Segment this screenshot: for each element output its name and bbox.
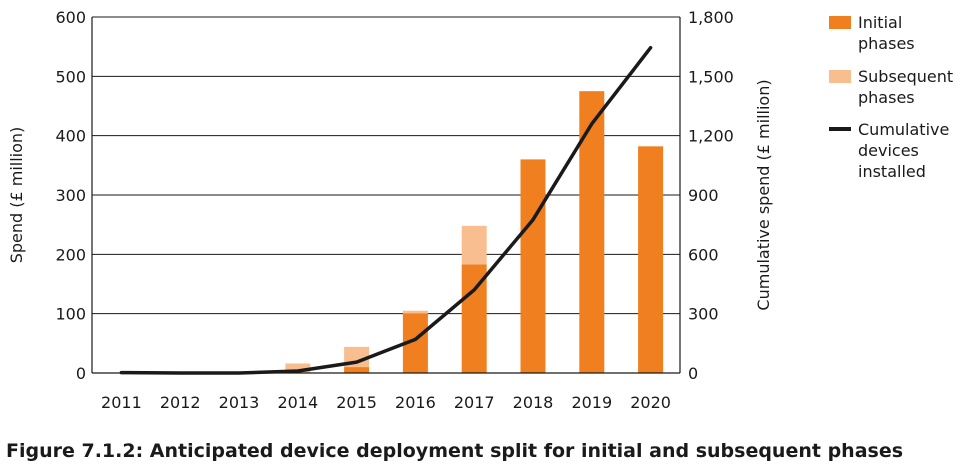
y-tick-label: 200 — [55, 245, 86, 264]
x-tick-label: 2016 — [395, 393, 436, 412]
y2-tick-label: 300 — [688, 305, 719, 324]
y2-tick-label: 1,800 — [688, 8, 734, 27]
legend-subsequent-swatch — [829, 70, 851, 83]
y-tick-label: 600 — [55, 8, 86, 27]
y-tick-label: 500 — [55, 67, 86, 86]
legend-cumulative-label: installed — [858, 162, 926, 181]
x-tick-label: 2013 — [219, 393, 260, 412]
legend-initial-label: Initial — [858, 13, 902, 32]
x-tick-label: 2019 — [571, 393, 612, 412]
right-tick-labels: 0 300 600 900 1,200 1,500 1,800 — [688, 8, 734, 383]
bar-subsequent-2017 — [461, 225, 487, 265]
y2-tick-label: 1,500 — [688, 67, 734, 86]
y2-tick-label: 0 — [688, 364, 698, 383]
y2-tick-label: 900 — [688, 186, 719, 205]
x-tick-label: 2011 — [101, 393, 142, 412]
y2-tick-label: 600 — [688, 245, 719, 264]
y-tick-label: 400 — [55, 127, 86, 146]
legend-cumulative-label: Cumulative — [858, 120, 949, 139]
left-tick-labels: 0 100 200 300 400 500 600 — [55, 8, 86, 383]
x-tick-label: 2018 — [513, 393, 554, 412]
legend-initial-swatch — [829, 16, 851, 29]
chart: 0 100 200 300 400 500 600 0 300 600 900 1,200 1,500… — [7, 8, 953, 412]
bar-initial-2019 — [579, 91, 605, 374]
y-tick-label: 0 — [76, 364, 86, 383]
y2-tick-label: 1,200 — [688, 127, 734, 146]
cumulative-devices-line — [119, 45, 653, 375]
legend-subsequent-label: Subsequent — [858, 67, 953, 86]
y-tick-label: 300 — [55, 186, 86, 205]
legend-initial-label: phases — [858, 34, 915, 53]
legend-cumulative-label: devices — [858, 141, 919, 160]
y-tick-label: 100 — [55, 305, 86, 324]
axes — [91, 17, 681, 374]
cumulative-line-group — [119, 45, 653, 375]
bar-initial-2020 — [638, 146, 664, 373]
gridlines — [92, 16, 680, 374]
x-tick-label: 2020 — [630, 393, 671, 412]
x-tick-labels: 2011 2012 2013 2014 2015 2016 2017 2018 2019 2020 — [101, 393, 671, 412]
x-tick-label: 2017 — [454, 393, 495, 412]
x-tick-label: 2014 — [277, 393, 318, 412]
legend-subsequent-label: phases — [858, 88, 915, 107]
bars — [285, 91, 664, 374]
x-tick-label: 2015 — [336, 393, 377, 412]
y2-axis-title: Cumulative spend (£ million) — [754, 79, 773, 310]
figure-caption: Figure 7.1.2: Anticipated device deploym… — [6, 440, 904, 462]
y-axis-title: Spend (£ million) — [7, 127, 26, 264]
bar-subsequent-2016 — [402, 310, 428, 314]
bar-initial-2018 — [520, 159, 546, 373]
bar-initial-2015 — [344, 367, 370, 373]
x-tick-label: 2012 — [160, 393, 201, 412]
bar-subsequent-2014 — [285, 363, 311, 373]
legend: Initial phases Subsequent phases Cumulative d… — [829, 13, 953, 181]
